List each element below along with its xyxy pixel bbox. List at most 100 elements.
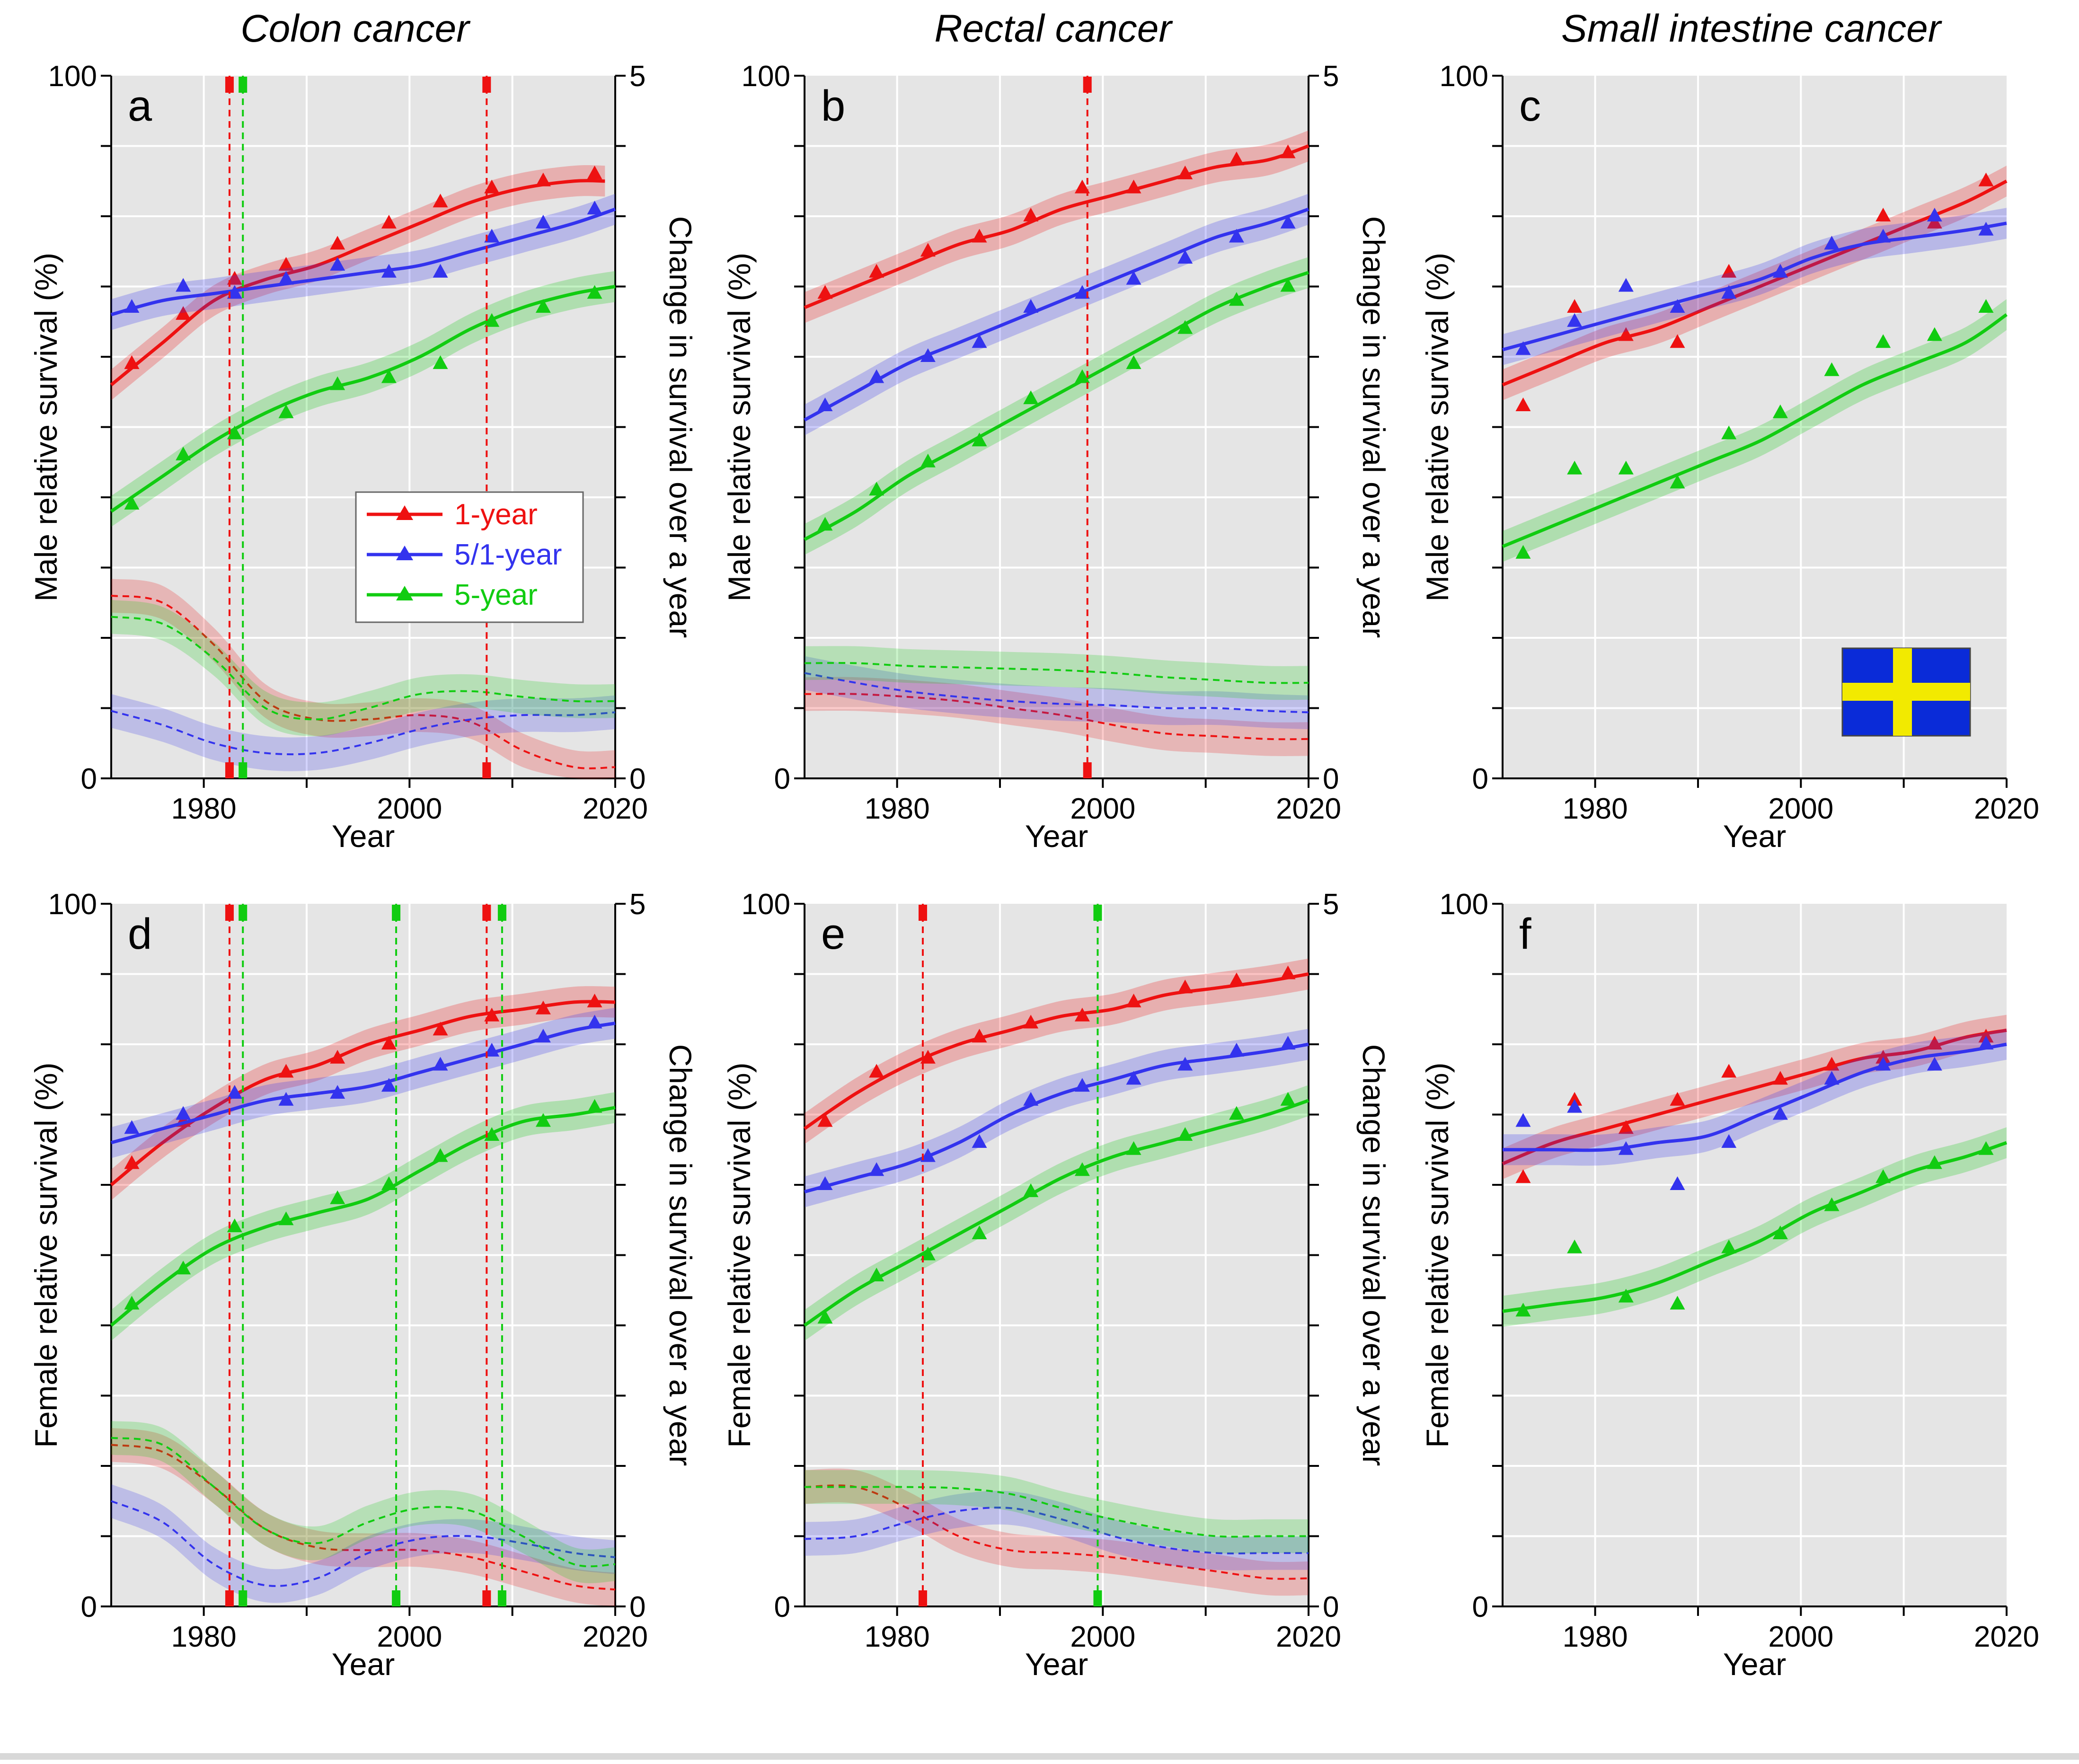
data-point-1-year [1126,179,1141,194]
data-point-1-year [1927,214,1942,229]
data-point-5-year [587,285,602,299]
y2-axis-title: Change in survival over a year [663,1044,698,1466]
data-point-5-year [1126,1141,1141,1155]
data-point-5-year [1772,1225,1788,1239]
data-point-1-year [1876,1050,1891,1064]
tick-labels: 0 100 1980 2000 2020 [1440,60,2039,825]
data-point-5/1-year [817,1176,833,1190]
change-line-1-year [111,594,616,769]
data-point-5-year [1824,362,1840,376]
data-point-5-year [1177,320,1193,334]
breakpoint-marker-bottom [225,1590,234,1606]
bottom-border [0,1753,2079,1760]
grid [805,904,1309,1606]
data-point-5/1-year [1567,313,1583,327]
data-point-1-year [124,1155,140,1169]
y-axis-title: Male relative survival (%) [722,253,757,601]
data-point-1-year [1670,334,1685,348]
y-tick-label: 100 [742,60,790,93]
data-point-1-year [227,271,242,285]
survival-band-5/1-year [1503,208,2007,365]
data-point-5-year [972,432,987,447]
data-point-5-year [1515,1303,1531,1317]
data-point-5-year [587,1099,602,1113]
breakpoint-marker-top [482,905,491,921]
change-line-1-year [804,693,1309,741]
y-tick-label: 0 [81,1591,97,1623]
data-point-1-year [1978,172,1994,186]
x-tick-label: 2000 [1070,1621,1135,1653]
data-point-5-year [1618,460,1634,475]
data-point-5-year [484,313,500,327]
data-point-1-year [1978,1029,1994,1043]
data-point-1-year [1177,979,1193,994]
data-point-5/1-year [869,369,885,383]
data-point-5/1-year [1978,1036,1994,1050]
data-point-5-year [176,446,191,460]
data-point-1-year [817,285,833,299]
data-point-1-year [1515,397,1531,411]
survival-band-5-year [111,271,615,527]
y-axis-title: Male relative survival (%) [1420,253,1455,601]
data-point-5-year [1567,1239,1583,1253]
data-point-5/1-year [176,278,191,292]
data-point-1-year [484,179,500,194]
data-point-5-year [535,299,551,313]
y-axis-title: Female relative survival (%) [1420,1062,1455,1447]
survival-line-5/1-year [1502,221,2007,352]
y2-tick-label: 5 [629,60,646,93]
survival-line-5-year [110,285,616,513]
data-point-5/1-year [1927,208,1942,221]
data-point-5/1-year [1824,236,1840,250]
data-point-1-year [587,993,602,1007]
survival-band-1-year [805,958,1309,1144]
x-tick-label: 2000 [377,793,442,825]
data-point-5/1-year [1074,1078,1090,1092]
data-point-5/1-year [124,299,140,313]
panel-letter: c [1519,82,1541,130]
data-point-5-year [1229,1106,1244,1120]
data-point-1-year [972,229,987,243]
data-point-5/1-year [1280,214,1296,229]
axes [101,903,626,1616]
legend-label-5-year: 5-year [454,579,538,611]
survival-line-5/1-year [111,207,616,317]
data-point-1-year [1567,1092,1583,1106]
data-point-5-year [433,1148,448,1162]
column-title-colon: Colon cancer [240,7,471,50]
data-point-5-year [1876,334,1891,348]
data-point-5/1-year [1721,1134,1737,1148]
data-point-5/1-year [1023,1092,1039,1106]
data-point-5/1-year [124,1120,140,1134]
survival-line-5/1-year [804,1042,1309,1194]
y-tick-label: 100 [48,60,97,93]
data-point-1-year [381,214,397,229]
data-point-5/1-year [1618,1141,1634,1155]
data-point-5/1-year [227,285,242,299]
data-point-1-year [433,194,448,208]
data-point-5/1-year [1876,229,1891,243]
breakpoint-marker-bottom [239,762,248,778]
y2-tick-label: 5 [629,888,646,921]
x-tick-label: 1980 [171,793,237,825]
change-band-5-year [111,1421,615,1583]
data-point-1-year [1074,179,1090,194]
breakpoint-marker-bottom [482,1590,491,1606]
panel-letter: d [128,910,152,958]
change-band-1-year [805,677,1309,756]
x-tick-label: 2020 [1276,793,1341,825]
survival-line-1-year [804,144,1309,309]
panel-letter: f [1519,910,1531,958]
legend-marker-5-year [396,586,413,600]
data-point-1-year [1074,1007,1090,1022]
axes [1492,903,2008,1616]
x-tick-label: 2000 [1070,793,1135,825]
data-point-5-year [1618,1288,1634,1303]
x-tick-label: 2020 [583,793,648,825]
y-tick-label: 0 [1472,1591,1488,1623]
x-tick-label: 1980 [1563,793,1628,825]
survival-band-5/1-year [805,194,1309,436]
data-point-5/1-year [227,1085,242,1099]
data-point-5-year [1670,1296,1685,1310]
